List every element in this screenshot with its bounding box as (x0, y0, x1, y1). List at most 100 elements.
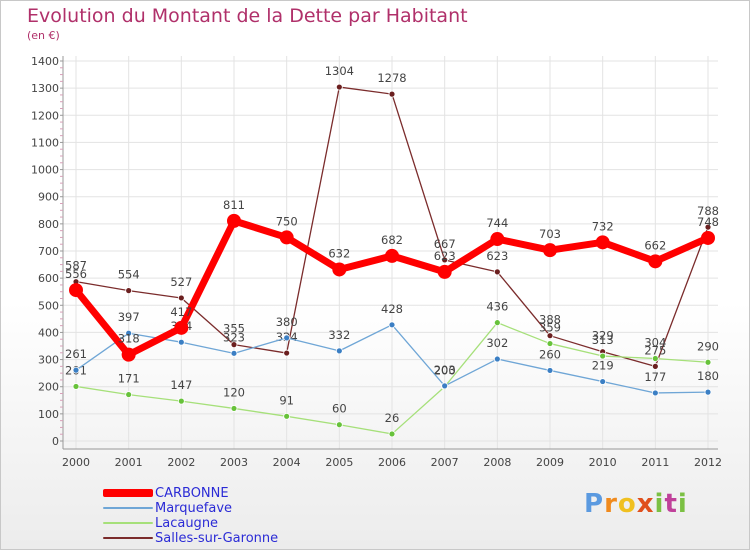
data-point-marquefave (125, 329, 133, 337)
data-label-salles-sur-garonne: 275 (644, 343, 666, 357)
data-label-carbonne: 703 (539, 227, 561, 241)
data-point-marquefave (599, 378, 607, 385)
y-tick-label: 1400 (31, 55, 59, 68)
data-label-carbonne: 662 (644, 238, 666, 252)
data-point-salles-sur-garonne (441, 256, 449, 264)
legend-item: Salles-sur-Garonne (103, 531, 363, 546)
data-label-lacaugne: 290 (697, 339, 719, 353)
data-label-salles-sur-garonne: 1304 (325, 64, 354, 78)
data-label-lacaugne: 91 (279, 393, 294, 407)
data-label-carbonne: 318 (118, 332, 140, 346)
data-label-marquefave: 397 (118, 310, 140, 324)
y-tick-label: 400 (38, 326, 59, 339)
x-tick-label: 2008 (483, 456, 511, 469)
data-label-carbonne: 623 (434, 249, 456, 263)
data-label-salles-sur-garonne: 1278 (377, 71, 406, 85)
data-point-salles-sur-garonne (177, 294, 185, 302)
data-label-salles-sur-garonne: 667 (434, 237, 456, 251)
x-tick-label: 2010 (589, 456, 617, 469)
data-point-carbonne (543, 243, 557, 258)
legend-swatch (103, 507, 153, 509)
data-point-carbonne (121, 347, 136, 362)
data-label-salles-sur-garonne: 554 (118, 268, 140, 282)
data-point-marquefave (388, 321, 396, 329)
data-point-marquefave (493, 355, 501, 363)
data-label-carbonne: 732 (592, 219, 614, 233)
data-point-marquefave (283, 334, 291, 342)
legend-swatch (103, 522, 153, 524)
y-tick-label: 1200 (31, 109, 59, 122)
legend-swatch (103, 489, 153, 497)
data-label-marquefave: 302 (486, 336, 508, 350)
data-point-salles-sur-garonne (704, 223, 712, 231)
data-point-carbonne (332, 262, 347, 277)
data-point-carbonne (279, 230, 294, 245)
data-label-lacaugne: 120 (223, 385, 245, 399)
data-point-lacaugne (651, 355, 659, 362)
data-point-lacaugne (125, 391, 133, 398)
x-tick-label: 2004 (273, 456, 301, 469)
y-tick-label: 100 (38, 408, 59, 421)
data-point-salles-sur-garonne (546, 332, 554, 340)
data-point-marquefave (72, 366, 80, 374)
data-point-marquefave (177, 338, 185, 346)
data-point-marquefave (651, 389, 659, 397)
data-label-lacaugne: 359 (539, 321, 561, 335)
y-tick-label: 1100 (31, 136, 59, 149)
data-label-marquefave: 380 (276, 315, 298, 329)
y-tick-label: 500 (38, 299, 59, 312)
data-point-marquefave (335, 347, 343, 355)
x-tick-label: 2011 (641, 456, 669, 469)
x-tick-label: 2000 (62, 456, 90, 469)
data-label-marquefave: 219 (592, 359, 614, 373)
data-point-salles-sur-garonne (493, 268, 501, 276)
y-tick-label: 300 (38, 354, 59, 367)
chart-title: Evolution du Montant de la Dette par Hab… (27, 5, 468, 27)
y-tick-label: 900 (38, 191, 59, 204)
x-tick-label: 2005 (325, 456, 353, 469)
y-tick-label: 800 (38, 218, 59, 231)
data-point-carbonne (69, 283, 83, 298)
data-point-marquefave (441, 382, 449, 390)
x-tick-label: 2002 (167, 456, 195, 469)
y-tick-label: 700 (38, 245, 59, 258)
data-point-lacaugne (704, 358, 712, 366)
data-label-salles-sur-garonne: 527 (170, 275, 192, 289)
data-label-lacaugne: 147 (170, 378, 192, 392)
legend: CARBONNE Marquefave Lacaugne Salles-sur-Gar… (103, 486, 363, 546)
data-point-salles-sur-garonne (335, 83, 343, 91)
data-point-carbonne (648, 254, 663, 269)
data-point-lacaugne (546, 340, 554, 347)
data-label-marquefave: 203 (434, 363, 456, 377)
data-point-salles-sur-garonne (230, 341, 238, 349)
legend-item: Marquefave (103, 501, 363, 516)
data-label-lacaugne: 200 (434, 364, 456, 378)
data-point-salles-sur-garonne (651, 362, 659, 370)
data-label-carbonne: 417 (170, 305, 192, 319)
data-label-lacaugne: 304 (644, 335, 666, 349)
data-label-carbonne: 750 (276, 214, 298, 228)
data-point-marquefave (546, 367, 554, 374)
data-point-lacaugne (283, 412, 291, 420)
y-tick-label: 200 (38, 381, 59, 394)
data-label-salles-sur-garonne: 788 (697, 204, 719, 218)
data-point-lacaugne (72, 383, 80, 390)
legend-label: Lacaugne (155, 516, 219, 531)
x-tick-label: 2009 (536, 456, 564, 469)
legend-swatch (103, 537, 153, 539)
data-label-carbonne: 632 (328, 246, 350, 260)
data-label-marquefave: 177 (644, 370, 666, 384)
y-tick-label: 1300 (31, 82, 59, 95)
data-label-salles-sur-garonne: 388 (539, 313, 561, 327)
data-label-marquefave: 261 (65, 347, 87, 361)
data-point-lacaugne (599, 352, 607, 360)
data-label-salles-sur-garonne: 587 (65, 259, 87, 273)
y-tick-label: 0 (52, 435, 59, 448)
data-point-carbonne (490, 232, 505, 247)
x-tick-label: 2001 (115, 456, 143, 469)
data-point-carbonne (385, 248, 399, 263)
data-point-carbonne (227, 213, 241, 228)
data-label-lacaugne: 313 (592, 333, 614, 347)
